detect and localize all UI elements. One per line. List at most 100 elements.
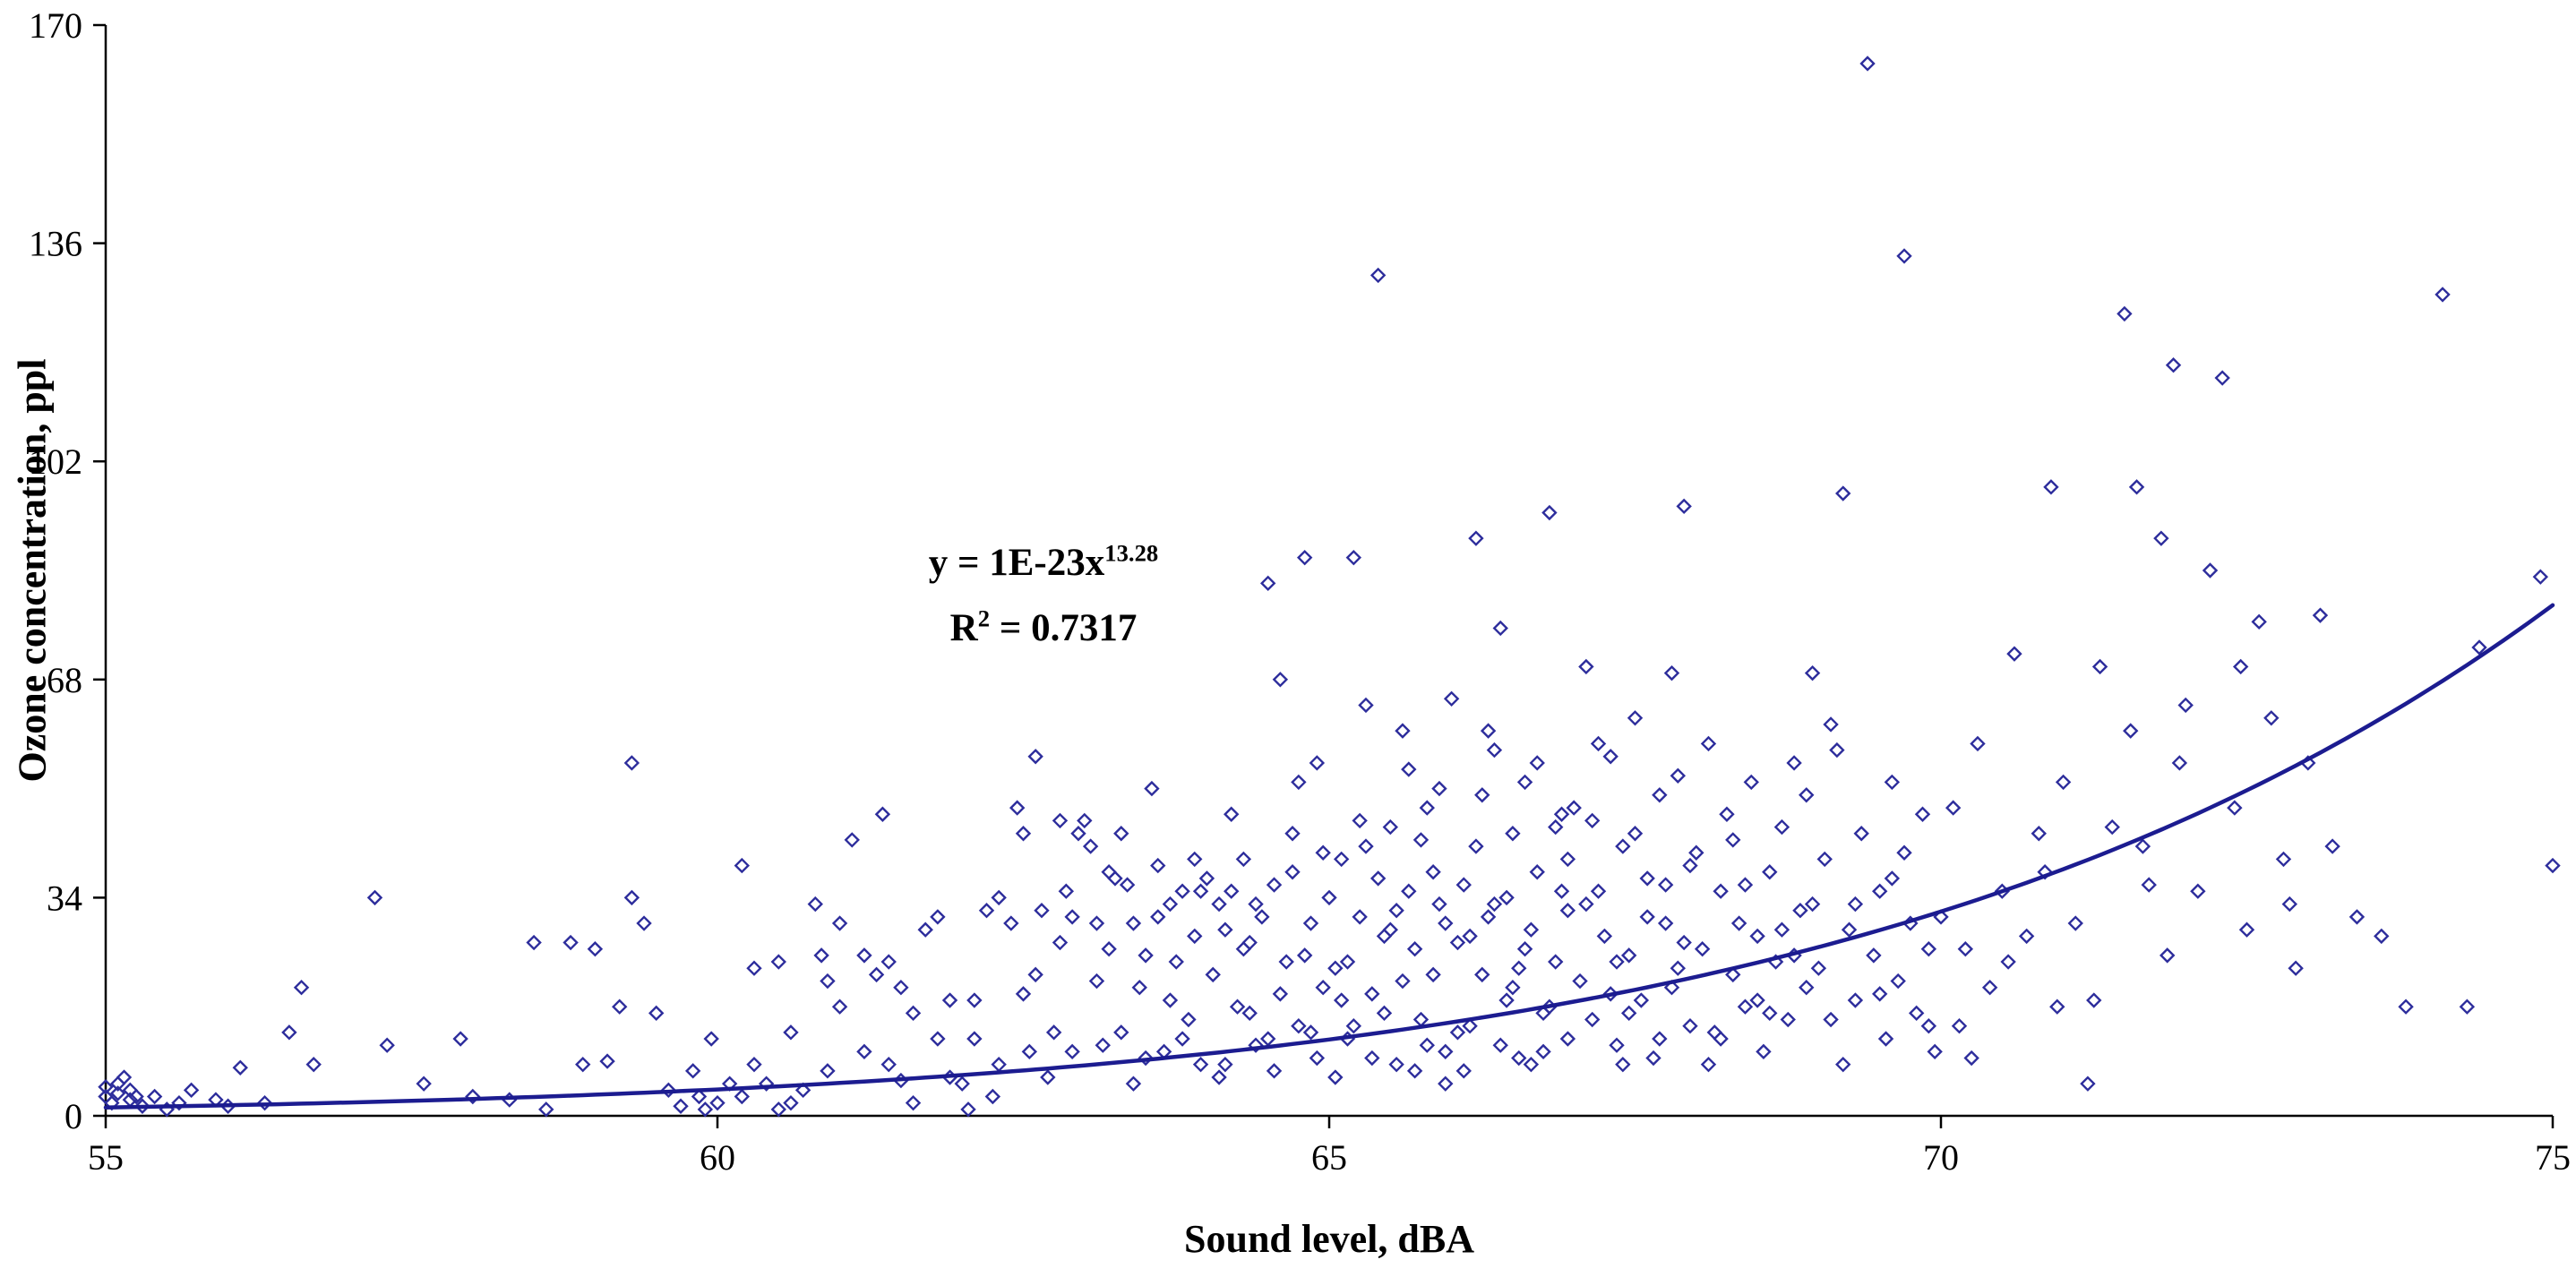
data-point-marker [1719,806,1735,822]
data-point-marker [1914,806,1931,822]
data-point-marker [691,1088,708,1105]
data-point-marker [2275,851,2292,868]
data-point-marker [703,1031,719,1047]
data-point-marker [1792,903,1808,919]
data-point-marker [1799,787,1815,803]
data-point-marker [2117,305,2133,322]
x-tick-label: 70 [1923,1137,1959,1178]
data-point-marker [783,1094,799,1111]
data-point-marker [416,1076,432,1092]
data-point-marker [2006,646,2022,662]
data-point-marker [2263,710,2280,726]
data-point-marker [1438,915,1454,931]
data-point-marker [1284,864,1301,880]
data-point-marker [1198,870,1215,887]
data-point-marker [905,1094,922,1111]
data-point-marker [1498,889,1515,906]
r-squared-value: R2 = 0.7317 [949,604,1138,650]
data-point-marker [2471,639,2487,656]
data-point-marker [1694,941,1711,957]
data-point-marker [1474,966,1490,983]
data-point-marker [1639,909,1655,925]
data-point-marker [856,1043,872,1060]
data-point-marker [874,806,891,822]
data-point-marker [1713,883,1729,899]
data-point-marker [2031,826,2047,842]
data-point-marker [844,832,860,848]
data-point-marker [1615,1056,1631,1073]
data-point-marker [1462,928,1478,945]
data-point-marker [1786,755,1802,771]
data-point-marker [1492,620,1508,637]
data-point-marker [1676,498,1692,515]
data-point-marker [1248,896,1264,913]
data-point-marker [978,903,995,919]
data-point-marker [1113,1024,1129,1041]
data-point-marker [1138,1050,1154,1067]
data-point-marker [1370,870,1387,887]
data-point-marker [1217,921,1233,938]
data-point-marker [1596,928,1613,945]
data-point-marker [1756,1043,1772,1060]
data-point-marker [1847,896,1864,913]
data-point-marker [1511,960,1527,976]
data-point-marker [1443,690,1460,707]
data-point-marker [1590,883,1607,899]
data-point-marker [2086,992,2102,1008]
data-point-marker [1119,877,1136,893]
data-point-marker [1749,992,1765,1008]
data-point-marker [966,1031,983,1047]
data-point-marker [1835,1056,1851,1073]
data-point-marker [1027,966,1043,983]
data-point-marker [1945,800,1962,816]
data-point-marker [293,980,310,996]
data-point-marker [1535,1043,1551,1060]
data-point-marker [256,1094,273,1111]
data-point-marker [831,998,848,1015]
data-point-marker [2232,658,2249,675]
data-point-marker [1241,1005,1258,1022]
data-point-marker [465,1088,481,1105]
data-point-marker [2545,857,2561,874]
data-point-marker [1468,838,1484,854]
data-point-marker [1229,998,1246,1015]
data-point-marker [941,992,958,1008]
data-point-marker [1505,980,1521,996]
data-point-marker [1780,1011,1796,1028]
data-point-marker [1260,575,1276,592]
data-point-marker [1168,954,1184,970]
data-point-marker [930,1031,946,1047]
data-point-marker [1449,934,1466,951]
data-point-marker [1529,755,1545,771]
data-point-marker [1088,915,1105,931]
data-point-marker [1333,992,1350,1008]
data-point-marker [1401,883,1417,899]
data-point-marker [1609,954,1625,970]
data-point-marker [1181,1011,1197,1028]
data-point-marker [1602,749,1619,765]
data-point-marker [820,1063,836,1079]
data-point-marker [905,1005,922,1022]
data-point-marker [1248,1037,1264,1053]
data-point-marker [1620,947,1637,964]
data-point-marker [1877,1031,1894,1047]
data-point-marker [1370,267,1387,284]
data-point-marker [1003,915,1019,931]
data-point-marker [2177,697,2194,714]
data-point-marker [1278,954,1294,970]
y-tick-label: 0 [64,1096,82,1136]
data-point-marker [1725,832,1741,848]
y-tick-label: 170 [29,5,82,46]
data-point-marker [1829,741,1845,758]
data-point-marker [1413,832,1430,848]
data-point-marker [1088,973,1105,990]
data-point-marker [1291,1017,1307,1034]
data-point-marker [1700,735,1717,752]
data-point-marker [1455,1063,1472,1079]
data-point-marker [1296,947,1313,964]
data-point-marker [1406,1063,1423,1079]
data-point-marker [1138,947,1154,964]
data-point-marker [1395,973,1411,990]
data-point-marker [2134,838,2151,854]
